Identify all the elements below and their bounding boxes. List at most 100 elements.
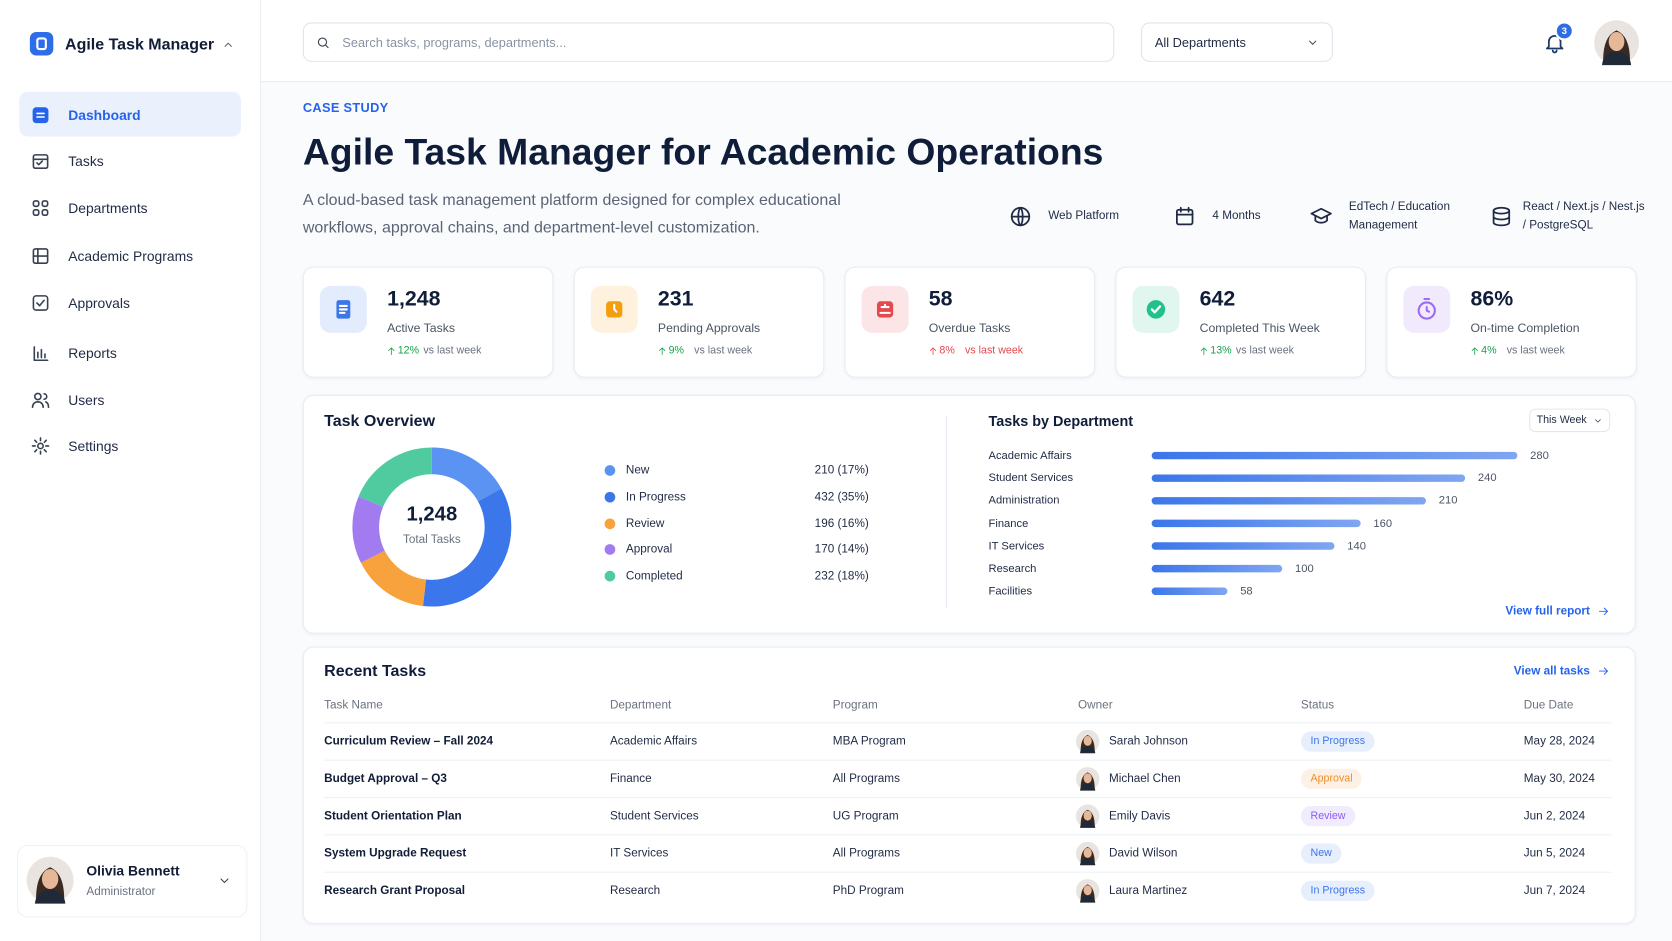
status-badge: In Progress	[1300, 731, 1375, 752]
column-header: Status	[1300, 698, 1335, 712]
legend-value: 232 (18%)	[814, 569, 869, 583]
nav-item[interactable]: Approvals	[68, 294, 130, 311]
stat-card	[302, 266, 554, 378]
table-cell: MBA Program	[832, 735, 906, 748]
profile-avatar[interactable]	[1594, 20, 1639, 66]
meta-item: EdTech / Education Management	[1348, 200, 1450, 232]
table-title: Recent Tasks	[324, 662, 427, 681]
overview-panel	[302, 394, 1636, 634]
view-report-link[interactable]: View full report	[1505, 604, 1590, 618]
owner-avatar	[1075, 767, 1100, 791]
meta-icon	[1175, 206, 1194, 226]
view-all-link[interactable]: View all tasks	[1513, 664, 1590, 678]
table-cell: Sarah Johnson	[1108, 735, 1188, 748]
stat-icon	[336, 300, 351, 319]
nav-active-bg	[19, 91, 241, 137]
table-cell: May 30, 2024	[1523, 772, 1595, 786]
table-cell: David Wilson	[1108, 847, 1178, 860]
bar	[1151, 564, 1283, 573]
donut-segment	[431, 447, 502, 502]
nav-icon	[31, 392, 50, 408]
table-cell: Laura Martinez	[1108, 884, 1188, 898]
table-cell: Finance	[609, 772, 652, 786]
period-select[interactable]	[1529, 408, 1611, 433]
table-cell: All Programs	[832, 772, 900, 786]
task-name[interactable]: System Upgrade Request	[324, 847, 467, 860]
legend-label: New	[625, 464, 650, 477]
owner-avatar	[1075, 804, 1100, 828]
column-header: Owner	[1078, 698, 1113, 712]
nav-item[interactable]: Departments	[68, 200, 148, 217]
nav-item[interactable]: Settings	[68, 437, 119, 454]
trend-arrow	[659, 347, 666, 355]
sidebar	[0, 0, 262, 941]
bar-chart	[1151, 451, 1518, 596]
eyebrow: CASE STUDY	[302, 100, 389, 116]
logo-inner	[36, 37, 47, 51]
row-divider	[324, 759, 1612, 761]
meta-item: 4 Months	[1212, 209, 1261, 223]
search-box[interactable]	[302, 22, 1115, 62]
nav-item[interactable]: Reports	[68, 345, 117, 362]
stat-value: 58	[928, 287, 953, 311]
recent-panel	[302, 646, 1636, 924]
row-divider	[324, 722, 1612, 724]
search-placeholder: Search tasks, programs, departments...	[342, 35, 567, 51]
column-header: Due Date	[1523, 698, 1574, 712]
bar-value: 140	[1347, 539, 1367, 553]
status-badge: New	[1300, 843, 1342, 864]
stat-change: 8%	[939, 345, 955, 357]
stat-value: 1,248	[387, 287, 441, 311]
table-cell: Michael Chen	[1108, 772, 1181, 786]
nav-item[interactable]: Academic Programs	[68, 248, 194, 265]
table-cell: UG Program	[832, 809, 899, 823]
stat-label: Overdue Tasks	[928, 322, 1011, 336]
table-cell: Jun 7, 2024	[1523, 884, 1586, 898]
legend-swatch	[604, 465, 616, 476]
task-name[interactable]: Curriculum Review – Fall 2024	[324, 735, 494, 748]
status-badge: In Progress	[1300, 880, 1375, 901]
stat-label: On-time Completion	[1470, 322, 1580, 336]
dropdown-icon	[1308, 40, 1317, 45]
arrow-icon	[1599, 607, 1608, 616]
donut-segment	[423, 488, 512, 607]
row-divider	[324, 796, 1612, 799]
nav-icon	[32, 154, 49, 170]
legend-value: 196 (16%)	[814, 517, 869, 531]
stat-compare: vs last week	[1235, 345, 1294, 357]
bar	[1151, 542, 1335, 550]
stat-compare: vs last week	[694, 345, 753, 357]
bar-value: 58	[1240, 584, 1253, 598]
department-filter[interactable]	[1140, 22, 1333, 62]
legend-swatch	[604, 544, 616, 555]
bar	[1151, 497, 1426, 505]
meta-icon	[1010, 206, 1031, 227]
arrow-icon	[1599, 667, 1608, 675]
bar-category: Research	[988, 562, 1037, 576]
bar	[1151, 474, 1466, 482]
bar	[1151, 519, 1361, 528]
status-badge: Approval	[1300, 768, 1363, 789]
nav-item[interactable]: Dashboard	[68, 107, 141, 124]
owner-avatar	[1075, 841, 1100, 866]
stat-value: 86%	[1470, 287, 1514, 311]
task-name[interactable]: Student Orientation Plan	[324, 809, 462, 823]
bar-value: 160	[1373, 517, 1393, 530]
search-icon	[317, 37, 329, 49]
nav-icon	[32, 295, 49, 311]
table-cell: All Programs	[832, 847, 900, 860]
nav-item[interactable]: Tasks	[68, 153, 104, 170]
task-name[interactable]: Research Grant Proposal	[324, 884, 465, 898]
notification-badge	[1554, 21, 1574, 41]
task-name[interactable]: Budget Approval – Q3	[324, 772, 447, 786]
nav-item[interactable]: Users	[68, 392, 105, 409]
row-divider	[324, 871, 1612, 873]
bar	[1151, 451, 1518, 460]
bar-value: 100	[1295, 562, 1314, 576]
donut-chart	[352, 447, 512, 607]
bar-category: Academic Affairs	[988, 449, 1072, 462]
status-badge: Review	[1300, 806, 1356, 827]
user-name: Olivia Bennett	[86, 862, 180, 879]
description: A cloud-based task management platform d…	[302, 190, 841, 237]
